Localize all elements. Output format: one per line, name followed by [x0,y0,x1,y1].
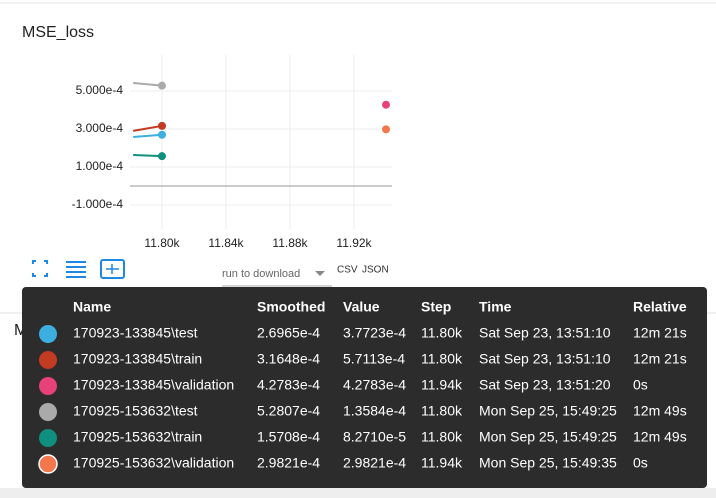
cell: 12m 49s [633,429,687,445]
cell: 170925-153632\train [73,429,202,445]
run-swatch [38,454,58,474]
cell: 170925-153632\validation [73,455,234,471]
cell: 3.1648e-4 [257,351,320,367]
tooltip-table: Name Smoothed Value Step Time Relative 170923-… [38,299,687,474]
cell: 170923-133845\validation [73,377,234,393]
y-tick-label: 1.000e-4 [76,159,124,173]
cell: 8.2710e-5 [343,429,406,445]
series-point [158,152,166,161]
series-line [133,124,163,132]
series-line [133,82,163,87]
column-header: Time [479,299,512,315]
cell: 11.80k [421,429,463,445]
cell: 11.80k [421,325,463,341]
cell: 2.9821e-4 [257,455,320,471]
cell: 170923-133845\train [73,351,202,367]
series-line [133,154,163,158]
cell: 0s [633,455,648,471]
series-point [158,81,166,90]
column-header: Smoothed [257,299,325,315]
cell: 0s [633,377,648,393]
bottom-strip [0,488,716,498]
cell: Sat Sep 23, 13:51:20 [479,377,611,393]
series-point [382,125,390,134]
cell: 11.80k [421,351,463,367]
cell: 4.2783e-4 [343,377,406,393]
series-point [158,130,166,139]
cell: 170925-153632\test [73,403,198,419]
cell: 11.80k [421,403,463,419]
fullscreen-icon[interactable] [32,260,48,277]
cell: 1.5708e-4 [257,429,320,445]
cell: 12m 21s [633,325,687,341]
run-swatch [39,377,57,395]
x-tick-label: 11.80k [144,236,180,250]
dropdown-arrow [315,271,325,276]
log-scale-icon[interactable] [66,261,86,278]
run-swatch [39,403,57,421]
column-header: Step [421,299,451,315]
fit-domain-icon[interactable] [100,259,125,279]
x-tick-label: 11.92k [336,236,372,250]
x-tick-label: 11.84k [208,236,244,250]
run-swatch [39,429,57,447]
toolbar [32,259,125,279]
cell: Mon Sep 25, 15:49:35 [479,455,617,471]
cell: 5.2807e-4 [257,403,320,419]
cell: 11.94k [421,455,463,471]
column-header: Relative [633,299,687,315]
cell: Sat Sep 23, 13:51:10 [479,351,611,367]
cell: 12m 49s [633,403,687,419]
y-tick-label: 5.000e-4 [76,83,124,97]
y-tick-label: -1.000e-4 [72,197,124,211]
panel-title: MSE_loss [22,24,94,41]
series-point [158,121,166,130]
y-tick-label: 3.000e-4 [76,121,124,135]
cell: 4.2783e-4 [257,377,320,393]
cell: Sat Sep 23, 13:51:10 [479,325,611,341]
column-header: Value [343,299,380,315]
cell: 2.6965e-4 [257,325,320,341]
cell: 5.7113e-4 [343,351,405,367]
cell: 170923-133845\test [73,325,198,341]
cell: 12m 21s [633,351,687,367]
json-link[interactable]: JSON [362,265,389,276]
csv-link[interactable]: CSV [337,265,358,276]
column-header: Name [73,299,111,315]
tooltip: Name Smoothed Value Step Time Relative 170923-… [22,287,707,488]
run-swatch [39,325,57,343]
fit-domain-cross [106,264,119,274]
series-line [133,133,163,138]
cell: 3.7723e-4 [343,325,406,341]
run-swatch [39,351,57,369]
cell: Mon Sep 25, 15:49:25 [479,429,617,445]
cell: 2.9821e-4 [343,455,406,471]
cell: 1.3584e-4 [343,403,406,419]
cell: 11.94k [421,377,463,393]
cell: Mon Sep 25, 15:49:25 [479,403,617,419]
download-select[interactable]: run to download [222,268,300,280]
series-point [382,100,390,109]
x-tick-label: 11.88k [272,236,308,250]
